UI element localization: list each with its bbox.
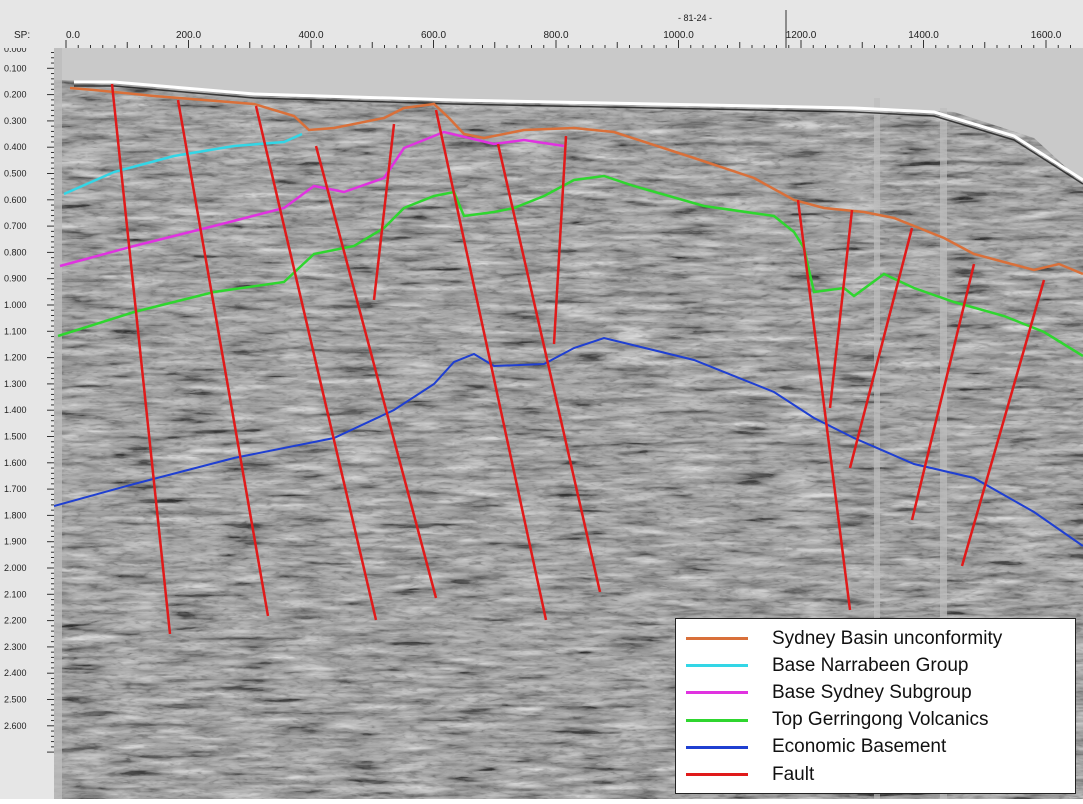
legend-label: Top Gerringong Volcanics <box>772 709 989 731</box>
time-label: 1.500 <box>4 432 27 442</box>
fault-line <box>314 145 438 599</box>
shotpoint-label: 800.0 <box>543 30 568 41</box>
time-label: 2.100 <box>4 589 27 599</box>
time-label: 1.400 <box>4 405 27 415</box>
fault-line <box>176 99 270 617</box>
time-label: 2.600 <box>4 721 27 731</box>
time-label: 0.100 <box>4 63 27 73</box>
time-label: 1.600 <box>4 458 27 468</box>
legend-item-sydney-basin-unconformity: Sydney Basin unconformity <box>684 625 1067 652</box>
legend-label: Economic Basement <box>772 736 947 758</box>
legend-item-top-gerringong-volcanics: Top Gerringong Volcanics <box>684 707 1067 734</box>
time-label: 1.900 <box>4 537 27 547</box>
fault-line <box>254 105 378 621</box>
legend-item-economic-basement: Economic Basement <box>684 734 1067 761</box>
fault-line <box>434 109 548 621</box>
fault-line <box>910 263 976 521</box>
fault-line <box>372 123 396 301</box>
legend-item-base-sydney-subgroup: Base Sydney Subgroup <box>684 679 1067 706</box>
legend-label: Sydney Basin unconformity <box>772 627 1003 649</box>
time-label: 0.500 <box>4 169 27 179</box>
time-axis-svg: 0.000 0.100 0.200 0.300 0.400 0.500 0.600 0.700… <box>4 44 54 753</box>
shotpoint-label: 1000.0 <box>663 30 694 41</box>
time-label: 2.300 <box>4 642 27 652</box>
time-labels: 0.000 0.100 0.200 0.300 0.400 0.500 0.600 0.700… <box>4 44 27 731</box>
legend-label: Base Sydney Subgroup <box>772 681 972 703</box>
time-label: 0.000 <box>4 48 27 54</box>
legend-label: Base Narrabeen Group <box>772 654 969 676</box>
sea-floor-reflector <box>74 80 1083 182</box>
seismic-line-id: - 81-24 - <box>678 13 712 23</box>
time-label: 0.300 <box>4 116 27 126</box>
time-label: 1.700 <box>4 484 27 494</box>
legend-label: Fault <box>772 763 815 785</box>
time-label: 2.000 <box>4 563 27 573</box>
time-ticks <box>47 52 54 753</box>
shotpoint-label: 1400.0 <box>908 30 939 41</box>
legend-swatch <box>686 745 748 749</box>
base-narrabeen-group-horizon <box>63 132 303 196</box>
shotpoint-axis-svg: SP: - 81-24 - 0.0 200.0 400.0 600.0 800.0 100… <box>14 10 1071 48</box>
fault-line <box>110 83 172 635</box>
shotpoint-label: 1200.0 <box>786 30 817 41</box>
time-label: 0.400 <box>4 142 27 152</box>
economic-basement-horizon <box>54 336 1083 547</box>
shotpoint-axis-prefix: SP: <box>14 30 30 41</box>
time-label: 0.900 <box>4 274 27 284</box>
time-label: 2.400 <box>4 668 27 678</box>
shotpoint-label: 1600.0 <box>1031 30 1062 41</box>
time-label: 1.200 <box>4 353 27 363</box>
fault-line <box>796 199 852 611</box>
time-label: 1.300 <box>4 379 27 389</box>
time-label: 0.600 <box>4 195 27 205</box>
legend-item-base-narrabeen-group: Base Narrabeen Group <box>684 652 1067 679</box>
seismic-reflectors <box>54 80 1083 799</box>
fault-line <box>552 135 568 345</box>
shotpoint-axis: SP: - 81-24 - 0.0 200.0 400.0 600.0 800.0 100… <box>0 0 1083 49</box>
time-label: 0.200 <box>4 90 27 100</box>
sydney-basin-unconformity-horizon <box>69 86 1083 276</box>
fault-lines <box>110 83 1046 635</box>
shotpoint-label: 200.0 <box>176 30 201 41</box>
shotpoint-label: 400.0 <box>298 30 323 41</box>
time-label: 1.800 <box>4 510 27 520</box>
time-label: 0.700 <box>4 221 27 231</box>
shotpoint-labels: 0.0 200.0 400.0 600.0 800.0 1000.0 1200.0 1400.… <box>66 30 1062 41</box>
sea-floor-shadow <box>74 85 1083 185</box>
time-label: 1.100 <box>4 326 27 336</box>
fault-line <box>828 209 854 409</box>
shotpoint-label: 600.0 <box>421 30 446 41</box>
trace-gap-2 <box>940 108 947 799</box>
shotpoint-ticks <box>65 40 1071 48</box>
time-label: 0.800 <box>4 247 27 257</box>
legend-swatch <box>686 664 748 668</box>
legend-item-fault: Fault <box>684 761 1067 788</box>
legend-swatch <box>686 691 748 695</box>
time-label: 1.000 <box>4 300 27 310</box>
top-gerringong-volcanics-horizon <box>57 174 1083 358</box>
time-label: 2.200 <box>4 616 27 626</box>
two-way-time-axis: 0.000 0.100 0.200 0.300 0.400 0.500 0.600 0.700… <box>0 44 55 799</box>
fault-line <box>848 227 914 469</box>
legend-swatch <box>686 718 748 722</box>
left-trace-gap <box>54 48 62 799</box>
legend-swatch <box>686 773 748 777</box>
horizon-legend: Sydney Basin unconformity Base Narrabeen… <box>675 618 1076 794</box>
time-label: 2.500 <box>4 695 27 705</box>
fault-line <box>496 143 602 593</box>
fault-line <box>960 279 1046 567</box>
shotpoint-label: 0.0 <box>66 30 80 41</box>
legend-swatch <box>686 637 748 641</box>
